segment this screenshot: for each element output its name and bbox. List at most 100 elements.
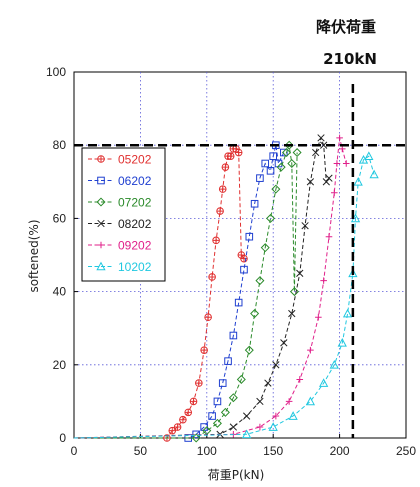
data-point (280, 148, 288, 157)
data-point (312, 148, 320, 157)
grid (74, 72, 406, 438)
x-tick-label: 100 (197, 444, 217, 458)
data-point (330, 189, 338, 197)
data-point (288, 411, 298, 420)
y-tick-label: 80 (53, 138, 67, 152)
data-point (179, 415, 187, 424)
data-point (322, 178, 330, 186)
annotation-title: 降伏荷重 (316, 18, 376, 36)
data-point (260, 243, 270, 253)
x-axis-label: 荷重P(kN) (208, 468, 265, 482)
data-point (296, 269, 304, 277)
legend-marker (97, 241, 105, 249)
data-point (173, 423, 182, 431)
annotation-value: 210kN (323, 50, 377, 68)
data-point (336, 134, 343, 142)
series-10202 (73, 151, 379, 439)
data-point (189, 397, 198, 406)
data-point (168, 426, 177, 435)
data-point (208, 273, 216, 281)
series-08202 (73, 134, 333, 439)
data-point (191, 433, 201, 443)
data-point (229, 423, 238, 431)
data-point (329, 359, 339, 369)
data-point (338, 145, 346, 153)
data-point (234, 298, 243, 307)
data-point (250, 309, 260, 319)
series-line-10202 (73, 155, 375, 439)
reference-lines (74, 84, 406, 438)
data-point (264, 379, 272, 387)
data-point (229, 331, 238, 340)
data-point (319, 378, 329, 387)
data-point (276, 162, 286, 172)
legend-label: 09202 (118, 239, 152, 253)
data-point (320, 141, 328, 149)
data-point (337, 337, 347, 347)
data-point (240, 265, 248, 274)
data-point (242, 429, 252, 439)
legend-marker (96, 197, 106, 207)
data-point (255, 276, 265, 286)
series-line-06202 (74, 145, 285, 439)
data-point (266, 167, 275, 175)
data-point (208, 412, 216, 420)
data-point (266, 213, 276, 223)
y-tick-label: 60 (53, 211, 67, 225)
ticks: 0 50 100 150 200 250 0 20 40 60 80 100 (46, 65, 416, 458)
data-point (306, 178, 315, 186)
data-point (364, 151, 374, 160)
data-point (301, 222, 309, 230)
y-tick-label: 40 (53, 285, 67, 299)
x-tick-label: 150 (263, 444, 283, 458)
data-point (200, 346, 208, 354)
legend-entry: 10202 (88, 260, 152, 274)
y-axis-label: softened(%) (27, 219, 41, 292)
data-point (218, 379, 227, 387)
data-point (307, 346, 314, 354)
data-point (287, 158, 297, 169)
data-point (244, 345, 254, 355)
data-point (272, 361, 280, 369)
data-point (288, 309, 296, 318)
data-point (268, 422, 278, 431)
data-point (256, 174, 264, 182)
legend-marker (97, 219, 105, 228)
data-point (284, 140, 294, 150)
data-point (342, 160, 350, 167)
y-tick-label: 0 (59, 431, 66, 445)
data-point (228, 393, 238, 403)
data-point (296, 376, 304, 383)
data-point (333, 160, 341, 167)
data-point (320, 277, 327, 284)
data-point (220, 407, 230, 417)
series-06202 (74, 141, 288, 442)
series-05202 (74, 145, 248, 442)
data-point (325, 233, 333, 240)
data-point (204, 313, 212, 322)
data-point (250, 199, 259, 208)
legend-label: 05202 (118, 153, 152, 167)
data-point (353, 176, 363, 186)
data-point (292, 148, 302, 158)
data-point (226, 152, 235, 160)
data-point (261, 159, 270, 168)
data-point (285, 398, 293, 405)
x-tick-label: 200 (330, 444, 350, 458)
data-point (342, 308, 353, 318)
data-point (281, 148, 291, 158)
legend-entry: 07202 (88, 196, 152, 210)
legend-box (81, 147, 166, 282)
data-point (272, 412, 280, 420)
legend-entry: 05202 (88, 153, 152, 167)
x-tick-label: 50 (134, 444, 148, 458)
data-point (269, 152, 277, 160)
series-line-08202 (73, 136, 330, 439)
data-point (369, 169, 379, 179)
data-point (242, 412, 251, 420)
x-tick-label: 250 (396, 444, 416, 458)
data-point (184, 408, 193, 417)
legend-marker (97, 155, 105, 163)
data-point (280, 339, 288, 347)
